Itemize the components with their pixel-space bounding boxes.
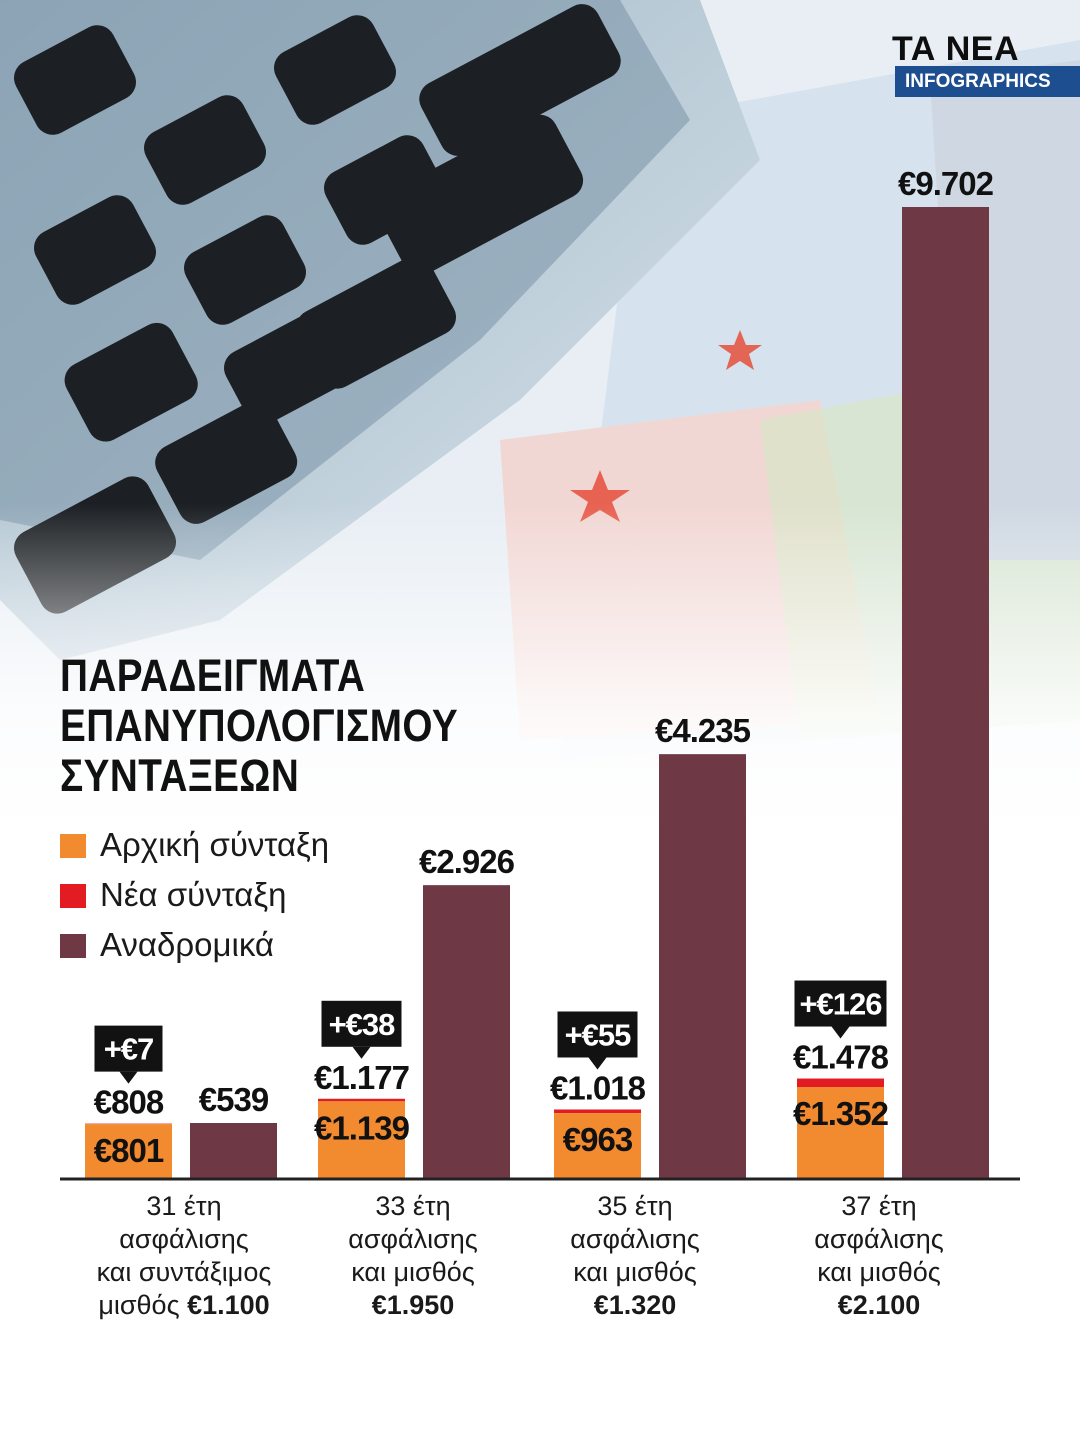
bar-arrears-4 bbox=[902, 207, 989, 1178]
bar-initial-pension-1 bbox=[85, 1124, 172, 1178]
increase-label-1: +€7 bbox=[104, 1032, 154, 1067]
increase-callout-pointer-3 bbox=[588, 1057, 607, 1070]
increase-label-4: +€126 bbox=[799, 987, 882, 1022]
label-new-pension-2: €1.177 bbox=[314, 1059, 409, 1096]
label-initial-pension-4: €1.352 bbox=[793, 1095, 889, 1132]
category-label-2: 33 έτη ασφάλισης και μισθός €1.950 bbox=[303, 1190, 523, 1322]
increase-callout-box-2 bbox=[321, 1000, 402, 1047]
category-4-salary-amount: €2.100 bbox=[837, 1290, 921, 1320]
increase-label-2: +€38 bbox=[329, 1007, 396, 1042]
legend-label-arrears: Αναδρομικά bbox=[100, 926, 275, 963]
category-3-line-2: ασφάλισης bbox=[570, 1224, 700, 1254]
legend-swatch-arrears bbox=[60, 934, 86, 958]
category-3-salary-amount: €1.320 bbox=[593, 1290, 677, 1320]
label-arrears-4: €9.702 bbox=[898, 165, 994, 202]
increase-callout-pointer-2 bbox=[352, 1046, 371, 1059]
category-3-line-3: και μισθός bbox=[573, 1257, 697, 1287]
category-2-line-3: και μισθός bbox=[351, 1257, 475, 1287]
brand-bar bbox=[895, 66, 1080, 97]
increase-label-3: +€55 bbox=[565, 1017, 632, 1052]
category-2-line-4: €1.950 bbox=[303, 1289, 523, 1322]
category-4-line-2: ασφάλισης bbox=[814, 1224, 944, 1254]
increase-callout-box-4 bbox=[794, 980, 887, 1027]
category-4-line-4: €2.100 bbox=[769, 1289, 989, 1322]
category-1-line-4: μισθός €1.100 bbox=[74, 1289, 294, 1322]
category-2-line-2: ασφάλισης bbox=[348, 1224, 478, 1254]
label-initial-pension-2: €1.139 bbox=[314, 1109, 410, 1146]
label-arrears-1: €539 bbox=[199, 1081, 269, 1118]
category-2-salary-amount: €1.950 bbox=[371, 1290, 455, 1320]
brand-section: INFOGRAPHICS bbox=[905, 71, 1051, 92]
label-new-pension-3: €1.018 bbox=[550, 1069, 646, 1106]
category-1-salary-prefix: μισθός bbox=[98, 1290, 188, 1320]
increase-callout-box-3 bbox=[557, 1011, 638, 1058]
category-2-line-1: 33 έτη bbox=[375, 1191, 451, 1221]
bar-arrears-2 bbox=[423, 885, 510, 1178]
category-1-line-2: ασφάλισης bbox=[119, 1224, 249, 1254]
category-1-salary-amount: €1.100 bbox=[187, 1290, 270, 1320]
bar-new-pension-4 bbox=[797, 1078, 884, 1088]
title-line-3: ΣΥΝΤΑΞΕΩΝ bbox=[60, 750, 300, 801]
category-label-1: 31 έτη ασφάλισης και συντάξιμος μισθός €… bbox=[74, 1190, 294, 1322]
label-initial-pension-1: €801 bbox=[94, 1132, 164, 1169]
label-arrears-3: €4.235 bbox=[655, 712, 751, 749]
bar-arrears-1 bbox=[190, 1123, 277, 1178]
category-1-line-3: και συντάξιμος bbox=[96, 1257, 272, 1287]
category-4-line-3: και μισθός bbox=[817, 1257, 941, 1287]
category-4-line-1: 37 έτη bbox=[841, 1191, 917, 1221]
legend-label-initial: Αρχική σύνταξη bbox=[100, 826, 330, 863]
increase-callout-box-1 bbox=[94, 1025, 163, 1072]
category-label-4: 37 έτη ασφάλισης και μισθός €2.100 bbox=[769, 1190, 989, 1322]
category-1-line-1: 31 έτη bbox=[146, 1191, 222, 1221]
increase-callout-pointer-4 bbox=[831, 1026, 850, 1039]
bar-new-pension-3 bbox=[554, 1109, 641, 1114]
legend-swatch-initial bbox=[60, 834, 86, 858]
bar-initial-pension-4 bbox=[797, 1087, 884, 1178]
bar-initial-pension-3 bbox=[554, 1113, 641, 1178]
label-new-pension-1: €808 bbox=[94, 1084, 164, 1121]
bar-arrears-3 bbox=[659, 754, 746, 1178]
label-initial-pension-3: €963 bbox=[563, 1121, 633, 1158]
title-line-1: ΠΑΡΑΔΕΙΓΜΑΤΑ bbox=[60, 650, 366, 701]
category-3-line-4: €1.320 bbox=[525, 1289, 745, 1322]
legend-label-new: Νέα σύνταξη bbox=[100, 876, 287, 913]
category-label-3: 35 έτη ασφάλισης και μισθός €1.320 bbox=[525, 1190, 745, 1322]
title-line-2: ΕΠΑΝΥΠΟΛΟΓΙΣΜΟΥ bbox=[60, 700, 459, 751]
bar-new-pension-2 bbox=[318, 1098, 405, 1102]
label-arrears-2: €2.926 bbox=[419, 843, 515, 880]
brand-logo: ΤΑ ΝΕΑ bbox=[892, 30, 1020, 68]
category-3-line-1: 35 έτη bbox=[597, 1191, 673, 1221]
legend-swatch-new bbox=[60, 884, 86, 908]
increase-callout-pointer-1 bbox=[119, 1071, 138, 1084]
bar-initial-pension-2 bbox=[318, 1101, 405, 1178]
label-new-pension-4: €1.478 bbox=[793, 1039, 889, 1076]
